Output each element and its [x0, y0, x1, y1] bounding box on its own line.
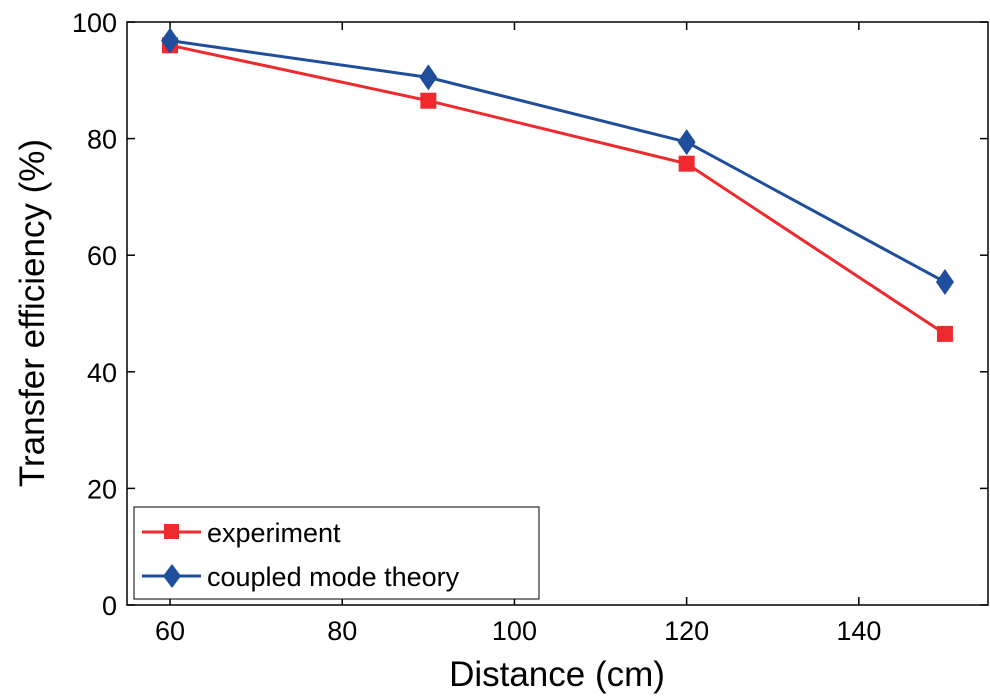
- y-tick-label: 60: [87, 241, 117, 271]
- data-point-diamond: [677, 129, 696, 156]
- y-tick-label: 20: [87, 474, 117, 504]
- legend-experiment-label: experiment: [207, 518, 341, 548]
- legend-cmt-marker: [163, 564, 181, 588]
- data-point-diamond: [161, 27, 180, 54]
- data-point-diamond: [935, 269, 954, 296]
- y-tick-label: 0: [102, 591, 117, 621]
- x-axis-title: Distance (cm): [449, 655, 665, 694]
- data-point-square: [420, 92, 437, 109]
- y-tick-label: 80: [87, 125, 117, 155]
- data-point-square: [678, 155, 695, 172]
- x-tick-label: 140: [836, 616, 881, 646]
- y-axis-title: Transfer efficiency (%): [13, 139, 52, 487]
- y-tick-label: 40: [87, 358, 117, 388]
- x-tick-label: 120: [664, 616, 709, 646]
- legend-experiment-marker: [164, 524, 179, 539]
- series-layer: [161, 27, 954, 342]
- legend-box: [133, 506, 540, 600]
- series-line-1: [169, 39, 946, 284]
- x-tick-label: 80: [327, 616, 357, 646]
- legend-cmt-label: coupled mode theory: [207, 562, 460, 592]
- data-point-square: [936, 325, 953, 342]
- data-point-diamond: [419, 64, 438, 91]
- axis-ticks: 60 80 100 120 140 0 20 40 60 80 100: [72, 8, 988, 646]
- series-line-0: [169, 43, 946, 336]
- y-tick-label: 100: [72, 8, 117, 38]
- x-tick-label: 100: [492, 616, 537, 646]
- legend: experiment coupled mode theory: [133, 506, 540, 600]
- x-tick-label: 60: [155, 616, 185, 646]
